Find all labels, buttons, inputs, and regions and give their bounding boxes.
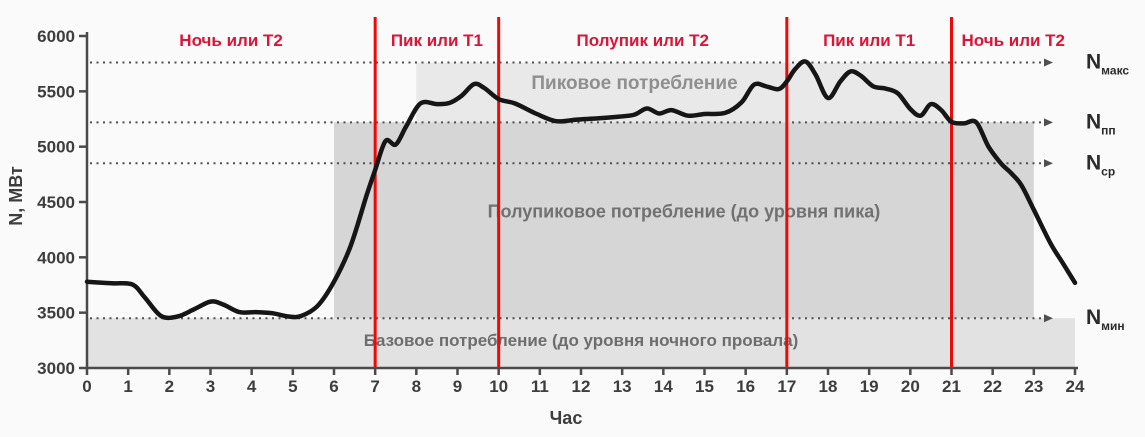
reference-arrow-icon — [1044, 314, 1053, 323]
reference-label-макс: Nмакс — [1086, 51, 1129, 78]
y-tick-label: 6000 — [37, 27, 75, 46]
base-consumption-region-label: Базовое потребление (до уровня ночного п… — [364, 331, 799, 350]
x-tick-label: 11 — [531, 377, 549, 396]
x-tick-label: 10 — [489, 377, 508, 396]
y-axis-title: N, МВт — [6, 166, 26, 226]
x-tick-label: 19 — [860, 377, 879, 396]
x-tick-label: 18 — [819, 377, 838, 396]
x-tick-label: 24 — [1066, 377, 1085, 396]
semipeak-consumption-region-label: Полупиковое потребление (до уровня пика) — [488, 201, 881, 221]
y-tick-label: 4500 — [37, 193, 75, 212]
reference-label-ср: Nср — [1086, 151, 1115, 178]
base-consumption-region — [87, 318, 1075, 368]
x-tick-label: 3 — [206, 377, 215, 396]
load-curve-path — [84, 59, 1078, 321]
x-tick-label: 4 — [247, 377, 257, 396]
zone-label-0: Ночь или Т2 — [179, 31, 283, 50]
x-tick-label: 6 — [329, 377, 338, 396]
x-tick-label: 9 — [453, 377, 462, 396]
zone-label-2: Полупик или Т2 — [577, 31, 709, 50]
reference-label-мин: Nмин — [1086, 306, 1125, 333]
semipeak-consumption-region — [334, 122, 1034, 319]
peak-consumption-region-label: Пиковое потребление — [531, 73, 737, 94]
x-tick-label: 7 — [370, 377, 379, 396]
zone-label-4: Ночь или Т2 — [961, 31, 1065, 50]
x-axis-title: Час — [550, 408, 583, 428]
zone-label-3: Пик или Т1 — [823, 31, 915, 50]
reference-arrow-icon — [1044, 159, 1053, 168]
reference-arrow-icon — [1044, 58, 1053, 67]
x-tick-label: 0 — [82, 377, 91, 396]
y-tick-label: 5000 — [37, 138, 75, 157]
reference-label-пп: Nпп — [1086, 110, 1116, 137]
zone-label-1: Пик или Т1 — [391, 31, 483, 50]
x-tick-label: 16 — [736, 377, 755, 396]
x-tick-label: 12 — [572, 377, 591, 396]
y-tick-label: 3500 — [37, 304, 75, 323]
x-tick-label: 1 — [123, 377, 132, 396]
x-tick-label: 20 — [901, 377, 920, 396]
y-tick-label: 3000 — [37, 359, 75, 378]
x-tick-label: 15 — [695, 377, 714, 396]
x-tick-label: 21 — [942, 377, 961, 396]
x-tick-label: 14 — [654, 377, 673, 396]
y-tick-label: 5500 — [37, 82, 75, 101]
x-tick-label: 8 — [412, 377, 421, 396]
x-tick-label: 22 — [983, 377, 1002, 396]
x-tick-label: 2 — [165, 377, 174, 396]
x-tick-label: 23 — [1024, 377, 1043, 396]
x-tick-label: 13 — [613, 377, 632, 396]
x-tick-label: 5 — [288, 377, 297, 396]
reference-arrow-icon — [1044, 118, 1053, 127]
x-tick-label: 17 — [777, 377, 796, 396]
y-tick-label: 4000 — [37, 248, 75, 267]
